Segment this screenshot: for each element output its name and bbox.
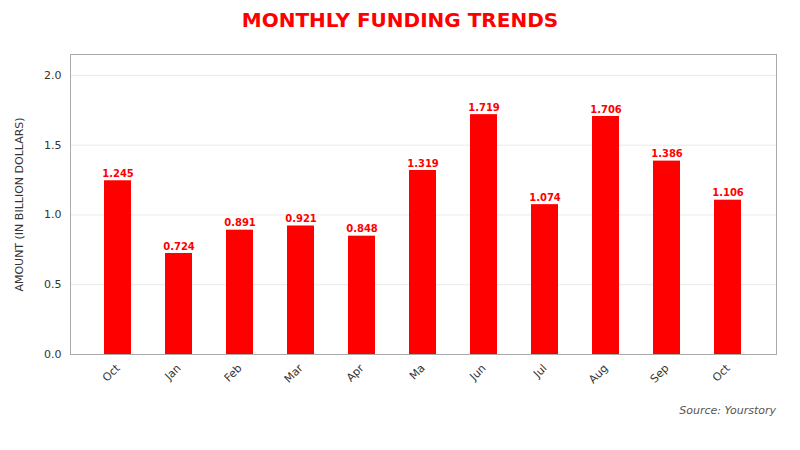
svg-text:AMOUNT (IN BILLION DOLLARS): AMOUNT (IN BILLION DOLLARS)	[13, 117, 26, 291]
svg-text:Apr: Apr	[344, 361, 367, 384]
svg-text:1.719: 1.719	[468, 102, 500, 113]
svg-text:1.074: 1.074	[529, 192, 561, 203]
html-text:MONTHLY FUNDING TRENDS: MONTHLY FUNDING TRENDS	[241, 8, 559, 32]
svg-text:Mar: Mar	[282, 361, 306, 385]
svg-text:Jun: Jun	[467, 362, 489, 384]
svg-text:0.891: 0.891	[224, 217, 256, 228]
svg-text:1.319: 1.319	[407, 158, 439, 169]
svg-text:Oct: Oct	[710, 361, 733, 384]
svg-text:1.386: 1.386	[651, 148, 683, 159]
svg-text:Ma: Ma	[407, 362, 428, 383]
svg-text:1.106: 1.106	[712, 187, 744, 198]
html-text:Source: Yourstory: Source: Yourstory	[679, 404, 776, 417]
svg-text:0.0: 0.0	[44, 348, 62, 361]
svg-text:Oct: Oct	[100, 361, 123, 384]
svg-text:1.245: 1.245	[102, 168, 134, 179]
svg-text:0.848: 0.848	[346, 223, 378, 234]
svg-text:1.0: 1.0	[44, 208, 62, 221]
svg-text:0.5: 0.5	[44, 278, 62, 291]
svg-text:Aug: Aug	[586, 362, 610, 386]
svg-text:0.724: 0.724	[163, 241, 195, 252]
svg-text:2.0: 2.0	[44, 69, 62, 82]
svg-text:0.921: 0.921	[285, 213, 317, 224]
svg-text:1.706: 1.706	[590, 104, 622, 115]
svg-text:Jan: Jan	[162, 362, 184, 384]
svg-text:Sep: Sep	[648, 362, 672, 386]
svg-text:Feb: Feb	[222, 362, 245, 385]
svg-text:1.5: 1.5	[44, 139, 62, 152]
svg-text:Jul: Jul	[530, 362, 549, 381]
